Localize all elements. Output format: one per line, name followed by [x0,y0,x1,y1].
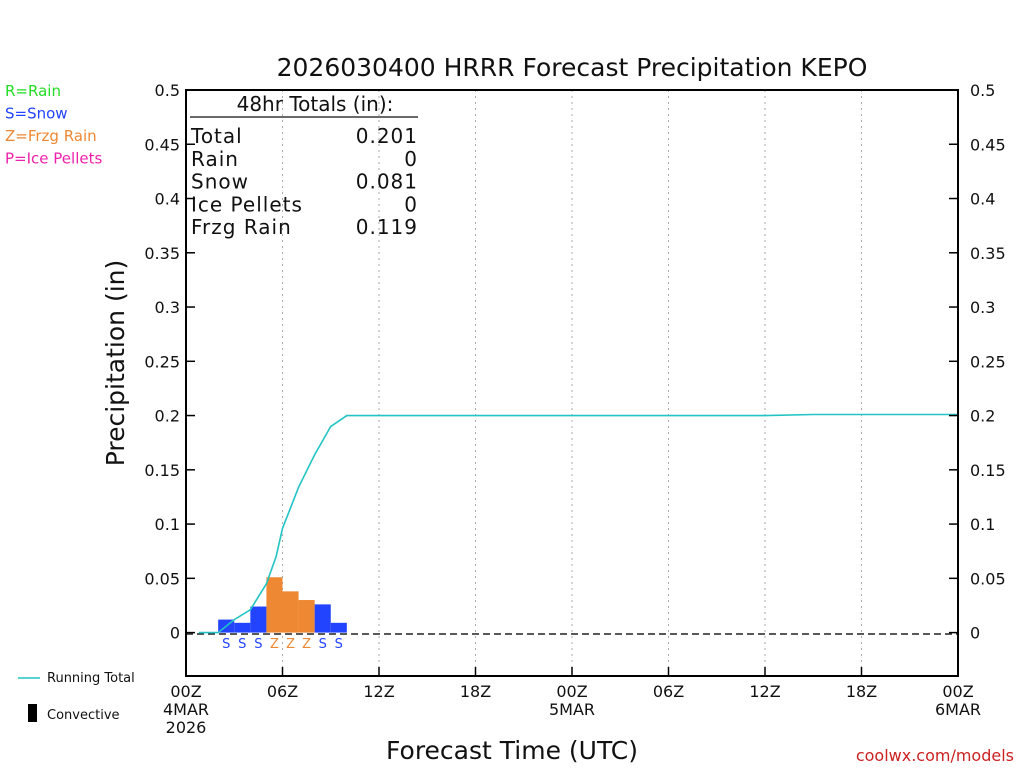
running-total-line [198,413,958,634]
totals-row-label: Rain [191,147,239,171]
chart-title: 2026030400 HRRR Forecast Precipitation K… [277,53,868,82]
bar-type-label: Z [302,637,311,652]
x-tick-label: 12Z [363,682,394,701]
bar-type-label: S [319,637,327,652]
x-tick-label: 00Z [556,682,587,701]
y-tick-label-right: 0.3 [970,298,995,317]
y-axes: 0 0 0.05 0.05 0.1 0.1 0.15 0.15 0.2 0.2 0.25 0.25 0.… [144,81,1005,643]
totals-row-value: 0.081 [356,170,418,194]
x-tick-label: 06Z [267,682,298,701]
x-tick-label: 2026 [166,718,207,737]
y-tick-label-left: 0.2 [155,407,180,426]
series-legend: Running Total Convective [18,671,135,723]
y-tick-label-right: 0.5 [970,81,995,100]
y-tick-label-left: 0.45 [144,135,180,154]
x-tick-label: 00Z [942,682,973,701]
y-tick-label-right: 0.35 [970,244,1006,263]
bar-type-label: S [335,637,343,652]
bar-type-label: Z [270,637,279,652]
y-tick-label-left: 0.1 [155,515,180,534]
precip-bar-7 [330,622,347,633]
y-tick-label-right: 0.45 [970,135,1006,154]
y-tick-label-left: 0.5 [155,81,180,100]
bar-type-label: S [222,637,230,652]
type-legend-entry: S=Snow [5,105,68,123]
x-tick-label: 18Z [846,682,877,701]
y-tick-label-right: 0.1 [970,515,995,534]
y-tick-label-right: 0.2 [970,407,995,426]
x-tick-label: 00Z [170,682,201,701]
precip-type-legend: R=Rain S=Snow Z=Frzg Rain P=Ice Pellets [5,82,102,168]
bars-group [218,577,347,633]
type-legend-entry: Z=Frzg Rain [5,127,97,145]
totals-row-label: Ice Pellets [191,192,303,216]
x-tick-label: 12Z [749,682,780,701]
y-tick-label-right: 0.15 [970,461,1006,480]
x-tick-label: 18Z [460,682,491,701]
y-tick-label-left: 0.3 [155,298,180,317]
precip-bar-6 [314,604,331,633]
totals-title: 48hr Totals (in): [237,92,394,116]
convective-legend-label: Convective [47,708,120,723]
y-tick-label-left: 0.25 [144,352,180,371]
x-tick-label: 4MAR [163,700,209,719]
type-legend-entry: R=Rain [5,82,61,100]
totals-row-value: 0.119 [356,215,418,239]
y-tick-label-right: 0.25 [970,352,1006,371]
gridlines [282,90,862,676]
x-tick-label: 6MAR [935,700,981,719]
credit-link[interactable]: coolwx.com/models [856,746,1014,765]
totals-row-value: 0.201 [356,124,418,148]
y-tick-label-left: 0.05 [144,569,180,588]
precip-bar-5 [298,600,315,633]
totals-row-label: Snow [191,170,249,194]
y-tick-label-left: 0.35 [144,244,180,263]
precip-bar-3 [266,577,283,633]
y-tick-label-left: 0.15 [144,461,180,480]
x-tick-label: 5MAR [549,700,595,719]
precip-bar-1 [234,622,251,633]
totals-row-label: Total [190,124,243,148]
y-tick-label-right: 0.05 [970,569,1006,588]
type-legend-entry: P=Ice Pellets [5,150,102,168]
totals-row-value: 0 [404,147,418,171]
x-tick-label: 06Z [653,682,684,701]
y-axis-label: Precipitation (in) [101,260,130,467]
y-tick-label-left: 0.4 [155,190,180,209]
precip-bar-2 [250,606,267,633]
y-tick-label-left: 0 [170,624,180,643]
totals-box: 48hr Totals (in): Total 0.201 Rain 0 Snow 0.0… [190,92,418,239]
running-total-legend-label: Running Total [47,671,135,686]
convective-legend-swatch [28,704,37,722]
bar-type-label: S [254,637,262,652]
y-tick-label-right: 0 [970,624,980,643]
precip-bar-4 [282,591,299,633]
totals-row-value: 0 [404,192,418,216]
bar-type-label: Z [286,637,295,652]
x-axis-label: Forecast Time (UTC) [386,736,638,765]
y-tick-label-right: 0.4 [970,190,995,209]
totals-row-label: Frzg Rain [191,215,292,239]
bar-type-label: S [238,637,246,652]
